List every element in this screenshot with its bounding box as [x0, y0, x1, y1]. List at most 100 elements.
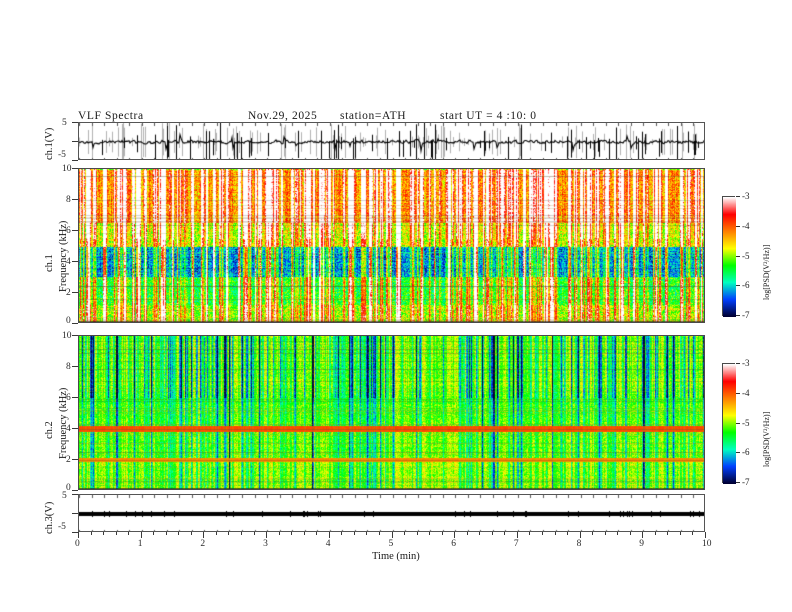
x-tick-label: 0	[75, 539, 80, 549]
colorbar-tick-mark	[736, 285, 740, 287]
x-minor-tick	[378, 532, 380, 535]
x-minor-tick	[165, 532, 167, 535]
x-minor-tick	[592, 532, 594, 535]
figure-title: VLF Spectra	[78, 110, 144, 122]
x-tick-label: 1	[137, 539, 143, 549]
ch1-spec-ytick-6: 6	[66, 226, 71, 236]
x-minor-tick	[153, 532, 155, 535]
x-minor-tick	[679, 532, 681, 535]
ch2-spec-ytick-2: 2	[66, 455, 71, 465]
x-minor-tick	[278, 532, 280, 535]
ch1-spec-ytick-4: 4	[66, 257, 71, 267]
x-tick-mark	[454, 532, 456, 538]
x-minor-tick	[567, 532, 569, 535]
ch3-wave-ytick-lo: -5	[58, 522, 66, 532]
ch2-spec-ytick-10: 10	[62, 331, 72, 341]
ch2-spec-ytick-0: 0	[66, 483, 71, 493]
x-minor-tick	[554, 532, 556, 535]
ch2-spec-ytick-8: 8	[66, 362, 71, 372]
ch2-spec-ytick-6: 6	[66, 393, 71, 403]
ch1-spectrogram	[78, 168, 705, 323]
x-tick-label: 5	[388, 539, 394, 549]
colorbar-ch1	[722, 196, 736, 317]
x-minor-tick	[366, 532, 368, 535]
x-minor-tick	[441, 532, 443, 535]
x-minor-tick	[291, 532, 293, 535]
x-tick-mark	[328, 532, 330, 538]
x-tick-label: 9	[639, 539, 645, 549]
colorbar-tick-label: -5	[742, 417, 750, 428]
colorbar-tick-label: -4	[742, 387, 750, 398]
colorbar-tick-mark	[736, 422, 740, 424]
x-tick-mark	[579, 532, 581, 538]
ch1-spec-ytick-0: 0	[66, 316, 71, 326]
x-minor-tick	[353, 532, 355, 535]
ch1-wave-ytick-lo: -5	[58, 150, 66, 160]
x-axis-label: Time (min)	[372, 551, 420, 562]
x-minor-tick	[253, 532, 255, 535]
ch1-spec-ytick-10: 10	[62, 164, 72, 174]
x-minor-tick	[215, 532, 217, 535]
x-minor-tick	[404, 532, 406, 535]
y-tick-mark	[72, 199, 78, 200]
y-tick-mark	[72, 230, 78, 231]
y-tick-mark	[72, 366, 78, 367]
x-minor-tick	[541, 532, 543, 535]
colorbar-ch2-label: log[PSD(V²/Hz)]	[762, 411, 771, 467]
x-minor-tick	[504, 532, 506, 535]
ch1-waveform-panel	[78, 122, 705, 160]
x-minor-tick	[491, 532, 493, 535]
ch3-wave-ytick-hi: 5	[62, 491, 67, 501]
colorbar-tick-mark	[736, 255, 740, 257]
colorbar-tick-mark	[736, 196, 740, 197]
figure-date: Nov.29, 2025	[248, 110, 318, 122]
y-tick-mark	[72, 323, 78, 324]
colorbar-tick-label: -3	[742, 358, 750, 368]
x-tick-label: 3	[263, 539, 268, 549]
x-minor-tick	[629, 532, 631, 535]
x-minor-tick	[341, 532, 343, 535]
ch2-spectrogram	[78, 335, 705, 490]
colorbar-tick-mark	[736, 392, 740, 394]
y-tick-mark	[72, 261, 78, 262]
y-tick-mark	[72, 459, 78, 460]
x-minor-tick	[228, 532, 230, 535]
ch1-waveform-axis-label: ch.1(V)	[44, 127, 55, 160]
x-tick-mark	[78, 532, 79, 538]
colorbar-tick-label: -7	[742, 477, 750, 487]
x-minor-tick	[178, 532, 180, 535]
x-tick-mark	[140, 532, 142, 538]
x-minor-tick	[190, 532, 192, 535]
x-tick-mark	[203, 532, 205, 538]
x-tick-mark	[642, 532, 644, 538]
x-tick-label: 10	[702, 539, 712, 549]
x-minor-tick	[303, 532, 305, 535]
x-minor-tick	[529, 532, 531, 535]
x-minor-tick	[416, 532, 418, 535]
colorbar-tick-label: -6	[742, 447, 750, 458]
x-minor-tick	[429, 532, 431, 535]
figure-station: station=ATH	[340, 110, 407, 122]
colorbar-ch2	[722, 363, 736, 484]
ch3-waveform-axis-label: ch.3(V)	[44, 501, 55, 534]
colorbar-tick-mark	[736, 225, 740, 227]
x-minor-tick	[90, 532, 92, 535]
ch1-spectrogram-channel-label: ch.1	[44, 254, 55, 272]
x-tick-label: 7	[513, 539, 519, 549]
y-tick-mark	[72, 141, 78, 142]
x-minor-tick	[103, 532, 105, 535]
y-tick-mark	[72, 513, 78, 514]
x-minor-tick	[316, 532, 318, 535]
x-minor-tick	[604, 532, 606, 535]
colorbar-tick-mark	[736, 452, 740, 454]
ch1-wave-ytick-hi: 5	[62, 118, 67, 128]
figure-start-ut: start UT = 4 :10: 0	[440, 110, 537, 122]
ch2-spec-ytick-4: 4	[66, 424, 71, 434]
y-tick-mark	[72, 160, 78, 161]
colorbar-tick-label: -3	[742, 191, 750, 201]
colorbar-tick-label: -7	[742, 310, 750, 320]
x-minor-tick	[115, 532, 117, 535]
x-tick-mark	[705, 532, 706, 538]
x-tick-label: 8	[576, 539, 582, 549]
